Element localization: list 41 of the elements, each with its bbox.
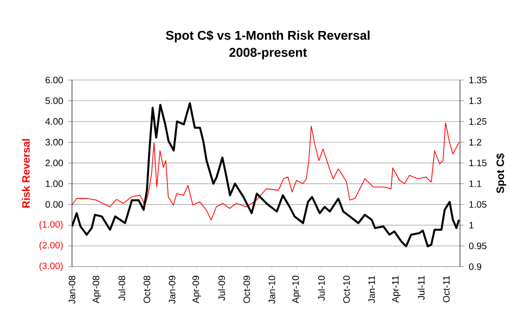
y-tick-label: 5.00 <box>46 97 63 104</box>
y2-tick-label: 1.1 <box>469 180 482 187</box>
y2-tick-label: 1.3 <box>469 97 482 104</box>
x-tick-label: Apr-10 <box>292 276 301 304</box>
y-tick-label: 6.00 <box>46 76 63 84</box>
y2-tick-label: 1.25 <box>469 118 486 125</box>
y-tick-label: 3.00 <box>45 138 63 146</box>
y2-tick-label: 1.05 <box>469 201 486 208</box>
x-tick-label: Apr-08 <box>92 276 102 304</box>
x-tick-label: Jan-08 <box>68 276 76 304</box>
x-tick-label: Jan-11 <box>368 276 375 304</box>
y-tick-label: 4.00 <box>45 118 63 125</box>
x-tick-label: Jan-10 <box>268 276 276 304</box>
x-tick-label: Jul-11 <box>418 276 425 300</box>
y-tick-label: (3.00) <box>40 262 63 271</box>
x-tick-label: Jan-09 <box>168 276 176 304</box>
x-tick-label: Oct-08 <box>144 276 150 303</box>
y2-tick-label: 1.35 <box>469 76 486 84</box>
x-tick-label: Oct-10 <box>343 276 350 303</box>
y2-axis-title: Spot C$ <box>496 153 506 194</box>
x-tick-label: Oct-11 <box>443 276 450 302</box>
x-tick-label: Jul-08 <box>118 276 126 301</box>
x-tick-label: Apr-09 <box>192 276 201 304</box>
y2-tick-label: 0.95 <box>469 242 486 250</box>
chart-subtitle: 2008-present <box>229 48 307 60</box>
x-tick-label: Jul-09 <box>218 276 225 301</box>
y-tick-label: 1.00 <box>46 180 63 187</box>
x-tick-label: Jul-10 <box>318 276 325 301</box>
y2-tick-label: 1 <box>469 222 474 228</box>
x-tick-label: Oct-09 <box>243 276 250 303</box>
chart-title: Spot C$ vs 1-Month Risk Reversal <box>166 30 370 42</box>
line-series <box>72 122 460 220</box>
y-tick-label: 0.00 <box>45 201 63 208</box>
y-tick-label: (2.00) <box>40 242 63 250</box>
y-tick-label: (1.00) <box>40 220 63 230</box>
y-axis-title: Risk Reversal <box>22 139 30 208</box>
y2-tick-label: 1.2 <box>469 138 482 146</box>
y2-tick-label: 0.9 <box>469 263 482 270</box>
y2-tick-label: 1.15 <box>469 160 486 166</box>
x-tick-label: Apr-11 <box>392 276 400 303</box>
y-tick-label: 2.00 <box>46 160 63 166</box>
